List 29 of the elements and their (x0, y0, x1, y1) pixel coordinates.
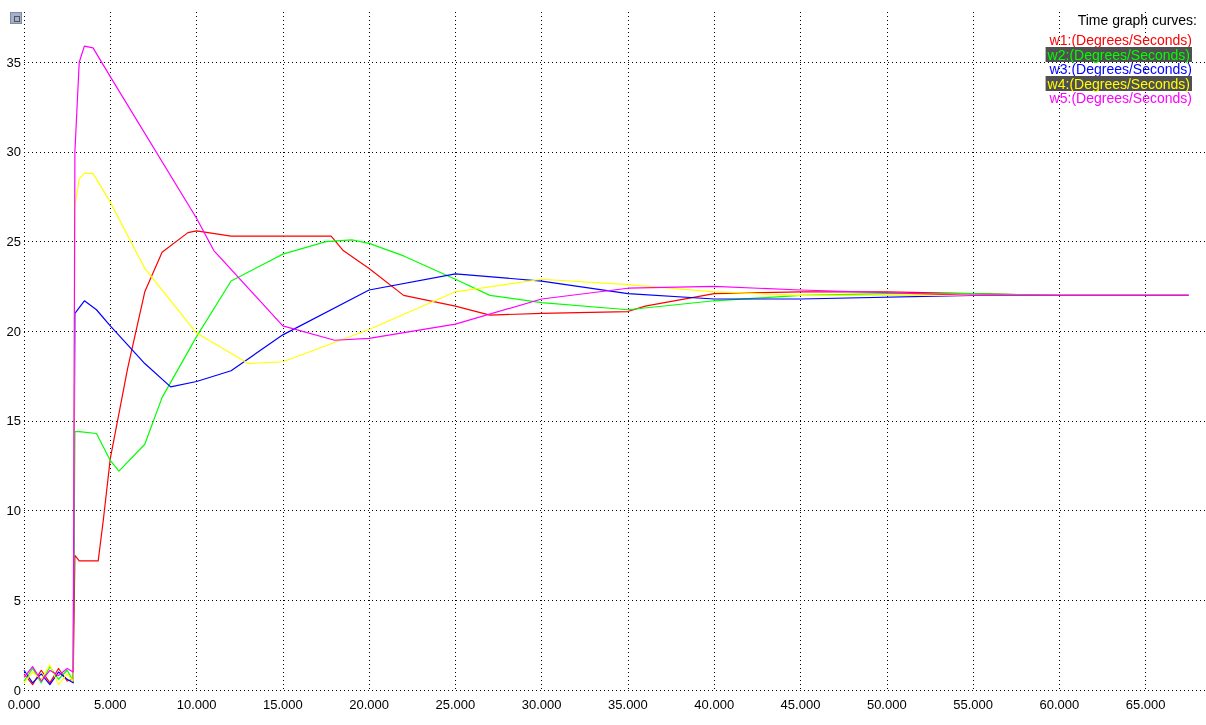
text: w4:(Degrees/Seconds) (1046, 75, 1190, 92)
x-tick-label: 45.000 (780, 697, 821, 712)
line-series (23, 45, 1190, 682)
x-tick-label: 10.000 (176, 697, 217, 712)
x-tick-label: 40.000 (694, 697, 735, 712)
x-tick-label: 65.000 (1125, 697, 1166, 712)
text: w5:(Degrees/Seconds) (1048, 90, 1192, 106)
text: w3:(Degrees/Seconds) (1048, 61, 1192, 77)
text: w2:(Degrees/Seconds) (1046, 46, 1190, 63)
x-tick-label: 35.000 (608, 697, 648, 712)
y-tick-label: 20 (6, 323, 21, 339)
y-tick-label: 35 (6, 54, 21, 70)
text: w1:(Degrees/Seconds) (1048, 32, 1192, 48)
x-tick-label: 0.000 (7, 697, 41, 712)
y-tick-label: 30 (6, 144, 21, 160)
y-tick-label: 15 (6, 413, 21, 429)
y-tick-label: 25 (6, 234, 21, 250)
x-tick-label: 30.000 (521, 697, 562, 712)
x-tick-label: 15.000 (262, 697, 303, 712)
y-tick-label: 5 (13, 592, 21, 608)
x-tick-label: 25.000 (435, 697, 476, 712)
y-tick-label: 10 (6, 503, 21, 519)
x-tick-label: 20.000 (349, 697, 389, 712)
x-tick-label: 50.000 (866, 697, 907, 712)
x-tick-label: 60.000 (1039, 697, 1080, 712)
legend-title: Time graph curves: (1077, 12, 1198, 28)
y-tick-label: 0 (13, 682, 21, 698)
x-tick-label: 5.000 (94, 697, 127, 712)
x-tick-label: 55.000 (953, 697, 993, 712)
